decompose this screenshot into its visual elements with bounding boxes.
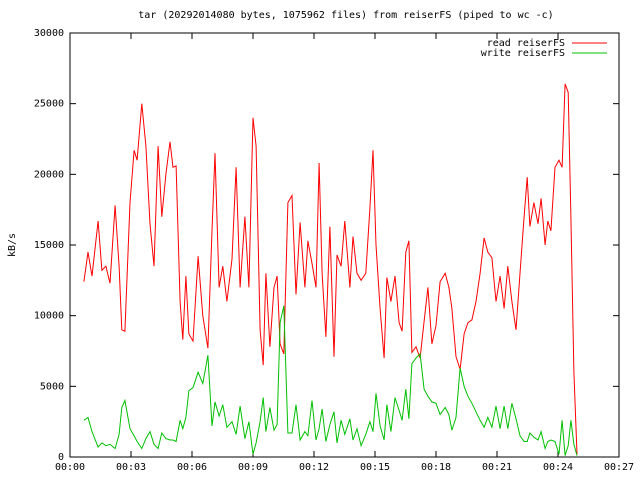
x-tick-label: 00:12: [299, 462, 329, 473]
y-tick-label: 15000: [34, 240, 64, 251]
x-tick-label: 00:21: [482, 462, 512, 473]
x-tick-label: 00:15: [360, 462, 390, 473]
chart-title: tar (20292014080 bytes, 1075962 files) f…: [138, 10, 553, 21]
x-tick-label: 00:27: [604, 462, 634, 473]
y-tick-label: 0: [58, 452, 64, 463]
y-tick-label: 5000: [40, 381, 64, 392]
y-tick-label: 30000: [34, 28, 64, 39]
x-tick-label: 00:24: [543, 462, 573, 473]
legend-label: write reiserFS: [481, 48, 565, 59]
data-line: [83, 305, 578, 456]
x-tick-label: 00:09: [238, 462, 268, 473]
legend-label: read reiserFS: [487, 38, 565, 49]
x-tick-label: 00:00: [55, 462, 85, 473]
y-tick-label: 25000: [34, 99, 64, 110]
y-tick-label: 10000: [34, 311, 64, 322]
data-line: [83, 83, 578, 455]
x-tick-label: 00:18: [421, 462, 451, 473]
x-tick-label: 00:06: [177, 462, 207, 473]
x-tick-label: 00:03: [116, 462, 146, 473]
y-tick-label: 20000: [34, 169, 64, 180]
y-axis-label: kB/s: [7, 233, 18, 257]
